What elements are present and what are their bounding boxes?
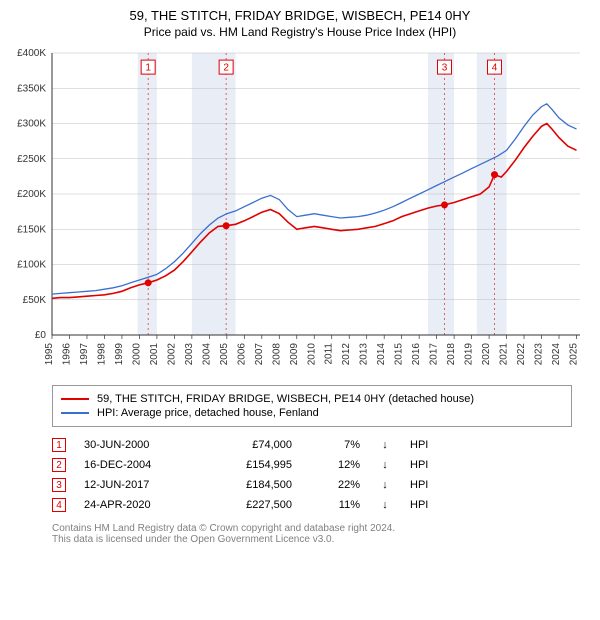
svg-text:2: 2 [223,63,229,74]
svg-text:2024: 2024 [551,343,562,366]
sales-row: 3 12-JUN-2017 £184,500 22% ↓ HPI [52,475,572,495]
svg-text:3: 3 [442,63,448,74]
legend-label: HPI: Average price, detached house, Fenl… [97,407,319,419]
hpi-label: HPI [410,439,440,451]
legend-label: 59, THE STITCH, FRIDAY BRIDGE, WISBECH, … [97,393,474,405]
legend: 59, THE STITCH, FRIDAY BRIDGE, WISBECH, … [52,385,572,427]
sale-marker [441,201,448,208]
sale-badge: 2 [52,458,66,472]
sales-row: 4 24-APR-2020 £227,500 11% ↓ HPI [52,495,572,515]
svg-text:2009: 2009 [289,343,300,366]
svg-text:2002: 2002 [166,343,177,366]
sales-row: 2 16-DEC-2004 £154,995 12% ↓ HPI [52,455,572,475]
sale-marker [491,171,498,178]
down-arrow-icon: ↓ [378,439,392,451]
sale-date: 16-DEC-2004 [84,459,194,471]
footnote: Contains HM Land Registry data © Crown c… [52,523,572,545]
svg-text:2016: 2016 [411,343,422,366]
down-arrow-icon: ↓ [378,499,392,511]
sale-price: £74,000 [212,439,292,451]
svg-text:£0: £0 [35,330,47,341]
sales-table: 1 30-JUN-2000 £74,000 7% ↓ HPI 2 16-DEC-2004 £15… [52,435,572,515]
sale-marker [145,279,152,286]
svg-text:2006: 2006 [236,343,247,366]
svg-text:1996: 1996 [61,343,72,366]
svg-text:2013: 2013 [359,343,370,366]
svg-text:1998: 1998 [96,343,107,366]
sale-date: 24-APR-2020 [84,499,194,511]
hpi-label: HPI [410,499,440,511]
sale-pct: 12% [310,459,360,471]
sale-pct: 7% [310,439,360,451]
svg-text:2003: 2003 [184,343,195,366]
svg-text:1: 1 [145,63,151,74]
svg-text:1997: 1997 [79,343,90,366]
svg-text:2019: 2019 [464,343,475,366]
sales-row: 1 30-JUN-2000 £74,000 7% ↓ HPI [52,435,572,455]
legend-swatch [61,412,89,414]
svg-text:£200K: £200K [17,189,46,200]
svg-text:£250K: £250K [17,154,46,165]
svg-text:£350K: £350K [17,83,46,94]
down-arrow-icon: ↓ [378,479,392,491]
page-subtitle: Price paid vs. HM Land Registry's House … [8,25,592,39]
svg-text:2012: 2012 [341,343,352,366]
sale-date: 30-JUN-2000 [84,439,194,451]
svg-text:2004: 2004 [201,343,212,366]
legend-item: 59, THE STITCH, FRIDAY BRIDGE, WISBECH, … [61,392,563,406]
svg-text:2014: 2014 [376,343,387,366]
svg-text:£150K: £150K [17,224,46,235]
svg-text:1995: 1995 [44,343,55,366]
sale-price: £227,500 [212,499,292,511]
svg-text:2017: 2017 [429,343,440,366]
sale-price: £184,500 [212,479,292,491]
svg-text:2007: 2007 [254,343,265,366]
sale-price: £154,995 [212,459,292,471]
legend-item: HPI: Average price, detached house, Fenl… [61,406,563,420]
svg-text:2018: 2018 [446,343,457,366]
page-title: 59, THE STITCH, FRIDAY BRIDGE, WISBECH, … [8,8,592,23]
svg-text:2023: 2023 [534,343,545,366]
sale-badge: 4 [52,498,66,512]
svg-text:2000: 2000 [131,343,142,366]
svg-text:2001: 2001 [149,343,160,366]
svg-text:£400K: £400K [17,48,46,59]
svg-text:2010: 2010 [306,343,317,366]
svg-text:2025: 2025 [569,343,580,366]
svg-text:2005: 2005 [219,343,230,366]
sale-badge: 1 [52,438,66,452]
legend-swatch [61,398,89,400]
svg-text:2021: 2021 [499,343,510,366]
svg-text:£300K: £300K [17,119,46,130]
footnote-line: This data is licensed under the Open Gov… [52,534,572,545]
svg-text:2008: 2008 [271,343,282,366]
svg-text:4: 4 [492,63,498,74]
svg-text:2020: 2020 [481,343,492,366]
footnote-line: Contains HM Land Registry data © Crown c… [52,523,572,534]
down-arrow-icon: ↓ [378,459,392,471]
sale-pct: 11% [310,499,360,511]
svg-text:£50K: £50K [23,295,47,306]
sale-marker [223,222,230,229]
svg-text:£100K: £100K [17,260,46,271]
svg-text:2011: 2011 [324,343,335,365]
sale-badge: 3 [52,478,66,492]
sale-pct: 22% [310,479,360,491]
hpi-label: HPI [410,459,440,471]
hpi-label: HPI [410,479,440,491]
svg-text:2022: 2022 [516,343,527,366]
svg-text:2015: 2015 [394,343,405,366]
svg-text:1999: 1999 [114,343,125,366]
price-chart: £0 £50K £100K £150K £200K £250K £300K £350K £400… [8,47,592,377]
sale-date: 12-JUN-2017 [84,479,194,491]
